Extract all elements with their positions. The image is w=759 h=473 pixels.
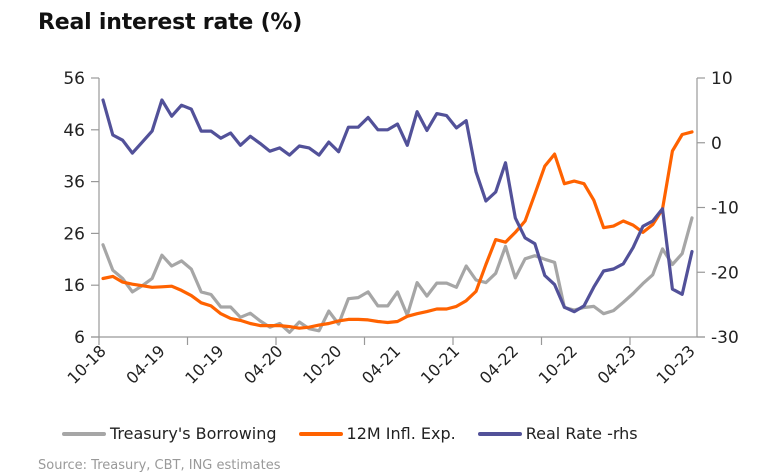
right-tick-label: -20 (711, 263, 739, 283)
x-tick-label: 10-21 (417, 341, 463, 387)
left-tick-label: 26 (63, 224, 85, 244)
left-tick-label: 36 (63, 173, 85, 193)
legend-label: Real Rate -rhs (525, 424, 638, 443)
series-lines (101, 98, 694, 334)
x-tick-label: 04-23 (594, 341, 640, 387)
source-note: Source: Treasury, CBT, ING estimates (38, 458, 281, 473)
left-tick-label: 46 (63, 121, 85, 141)
left-tick-label: 56 (63, 69, 85, 89)
legend-swatch-purple (477, 431, 522, 436)
legend-label: Treasury's Borrowing (110, 424, 277, 443)
right-tick-label: 0 (711, 134, 722, 154)
legend-item-real-rate: Real Rate -rhs (477, 424, 638, 443)
left-tick-label: 6 (74, 328, 85, 348)
x-tick-label: 10-18 (64, 341, 110, 387)
axes (91, 77, 705, 345)
x-tick-label: 10-22 (535, 341, 581, 387)
right-tick-label: 10 (711, 69, 733, 89)
x-tick-label: 04-21 (358, 341, 404, 387)
series-line-treasury-s-borrowing (101, 216, 694, 334)
x-tick-label: 04-20 (240, 341, 286, 387)
series-line-real-rate-rhs (101, 98, 694, 314)
x-tick-label: 10-20 (299, 341, 345, 387)
legend: Treasury's Borrowing 12M Infl. Exp. Real… (62, 424, 660, 443)
legend-item-treasury-borrowing: Treasury's Borrowing (62, 424, 277, 443)
chart-title: Real interest rate (%) (38, 10, 303, 35)
x-tick-label: 10-23 (653, 341, 699, 387)
right-tick-label: -10 (711, 199, 739, 219)
legend-swatch-grey (62, 431, 106, 436)
left-tick-label: 16 (63, 276, 85, 296)
legend-swatch-orange (298, 431, 343, 436)
x-tick-label: 04-19 (122, 341, 168, 387)
x-tick-label: 10-19 (181, 341, 227, 387)
series-line-12m-infl-exp- (101, 130, 694, 330)
legend-label: 12M Infl. Exp. (346, 424, 456, 443)
legend-item-infl-exp: 12M Infl. Exp. (298, 424, 456, 443)
x-tick-label: 04-22 (476, 341, 522, 387)
right-tick-label: -30 (711, 328, 739, 348)
